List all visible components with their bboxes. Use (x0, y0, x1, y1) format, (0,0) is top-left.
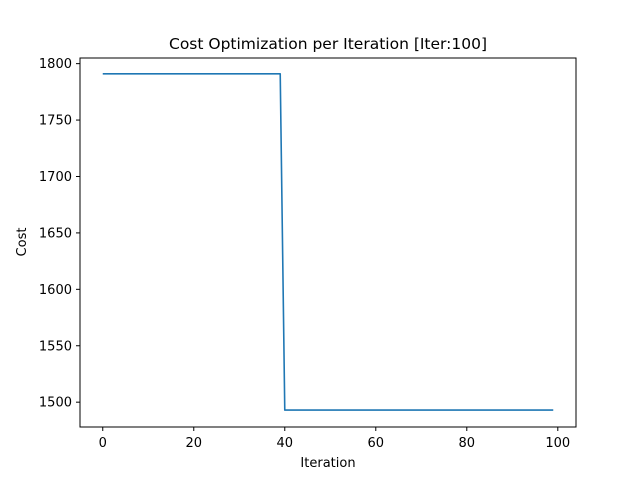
x-axis: 0 20 40 60 80 100 (99, 427, 570, 451)
x-tick-label: 60 (368, 436, 385, 451)
y-axis: 1500 1550 1600 1650 1700 1750 1800 (39, 57, 80, 411)
y-tick-label: 1700 (39, 170, 72, 185)
x-tick-label: 80 (459, 436, 476, 451)
y-tick-label: 1500 (39, 396, 72, 411)
x-tick-label: 0 (99, 436, 107, 451)
series-layer (102, 73, 554, 411)
x-tick-label: 100 (545, 436, 570, 451)
y-tick-label: 1600 (39, 283, 72, 298)
y-tick-label: 1650 (39, 226, 72, 241)
y-tick-label: 1550 (39, 339, 72, 354)
y-tick-label: 1800 (39, 57, 72, 72)
x-axis-label: Iteration (300, 456, 355, 471)
series-line (102, 73, 554, 411)
chart-title: Cost Optimization per Iteration [Iter:10… (169, 35, 487, 53)
x-tick-label: 40 (276, 436, 293, 451)
x-tick-label: 20 (185, 436, 202, 451)
y-axis-label: Cost (15, 228, 30, 257)
plot-area (79, 57, 577, 428)
y-tick-label: 1750 (39, 114, 72, 129)
